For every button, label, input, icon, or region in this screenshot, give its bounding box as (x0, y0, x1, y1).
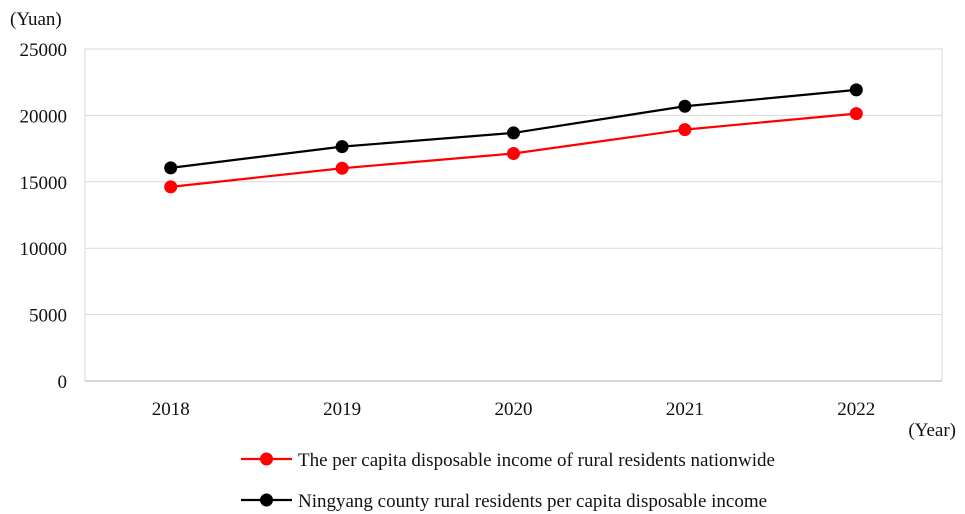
legend-label: Ningyang county rural residents per capi… (298, 491, 767, 512)
data-point (164, 161, 178, 175)
y-tick-label: 0 (58, 372, 68, 393)
data-point (849, 107, 863, 121)
x-tick-label: 2022 (837, 399, 875, 420)
plot-frame (84, 48, 943, 382)
legend-swatch-marker (260, 452, 273, 466)
series-1 (164, 83, 863, 175)
x-tick-label: 2019 (323, 399, 361, 420)
y-axis-unit-label: (Yuan) (10, 9, 62, 30)
y-tick-label: 20000 (20, 106, 68, 127)
data-point (335, 161, 349, 175)
x-axis-ticks: 2018 2019 2020 2021 2022 (152, 399, 876, 420)
legend-item: The per capita disposable income of rura… (241, 450, 775, 471)
y-tick-label: 25000 (20, 40, 68, 61)
legend-item: Ningyang county rural residents per capi… (241, 491, 767, 512)
y-tick-label: 5000 (29, 306, 67, 327)
x-tick-label: 2020 (495, 399, 533, 420)
data-point (678, 99, 692, 113)
data-point (164, 180, 178, 194)
data-point (849, 83, 863, 97)
legend: The per capita disposable income of rura… (241, 450, 775, 512)
data-point (507, 147, 520, 161)
gridlines (85, 114, 942, 316)
x-axis-unit-label: (Year) (908, 420, 956, 441)
series-layer (164, 83, 863, 194)
x-tick-label: 2018 (152, 399, 190, 420)
y-axis-ticks: 0 5000 10000 15000 20000 25000 (20, 40, 68, 393)
plot-border (84, 48, 943, 382)
y-tick-label: 15000 (20, 173, 68, 194)
series-0 (164, 107, 863, 194)
data-point (678, 123, 692, 137)
y-tick-label: 10000 (20, 239, 68, 260)
data-point (507, 126, 520, 140)
x-tick-label: 2021 (666, 399, 704, 420)
legend-label: The per capita disposable income of rura… (298, 450, 775, 471)
data-point (335, 140, 349, 154)
legend-swatch-marker (260, 493, 273, 507)
